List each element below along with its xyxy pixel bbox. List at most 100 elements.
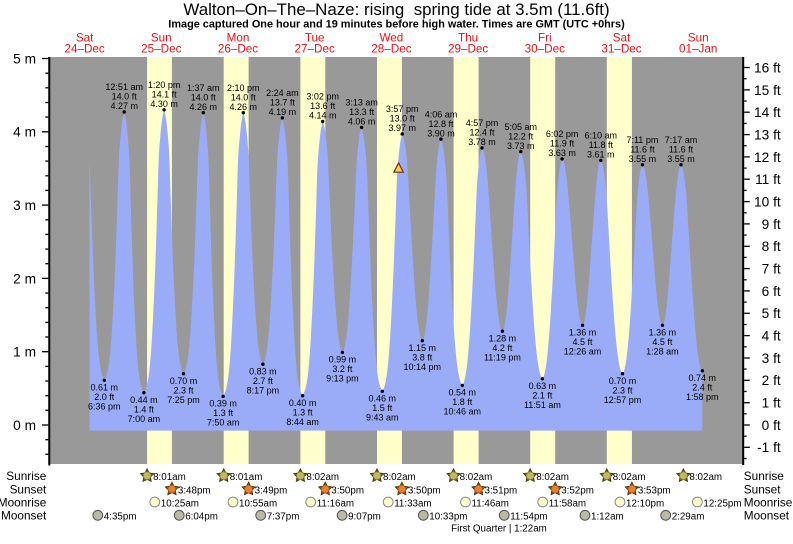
- svg-text:8:02am: 8:02am: [689, 472, 722, 483]
- svg-text:0.44 m: 0.44 m: [130, 395, 158, 405]
- svg-text:9 ft: 9 ft: [762, 217, 781, 232]
- svg-text:8:01am: 8:01am: [230, 472, 263, 483]
- svg-text:5:05 am: 5:05 am: [505, 122, 538, 132]
- svg-text:2 ft: 2 ft: [762, 373, 781, 388]
- svg-text:1:58 pm: 1:58 pm: [686, 392, 719, 402]
- svg-text:4:35pm: 4:35pm: [104, 512, 137, 523]
- svg-text:4.19 m: 4.19 m: [269, 107, 297, 117]
- svg-text:11:58am: 11:58am: [549, 498, 586, 509]
- svg-text:10 ft: 10 ft: [754, 195, 781, 210]
- svg-text:7:50 am: 7:50 am: [207, 418, 240, 428]
- svg-text:0.70 m: 0.70 m: [609, 376, 637, 386]
- svg-text:Thu: Thu: [458, 31, 478, 44]
- svg-text:6 ft: 6 ft: [762, 284, 781, 299]
- svg-text:4.30 m: 4.30 m: [150, 99, 178, 109]
- svg-text:Sun: Sun: [151, 31, 172, 44]
- svg-text:7:11 pm: 7:11 pm: [626, 135, 658, 145]
- svg-text:4 ft: 4 ft: [762, 329, 781, 344]
- svg-text:11 ft: 11 ft: [755, 172, 781, 187]
- svg-text:2:10 pm: 2:10 pm: [227, 83, 260, 93]
- svg-text:11:46am: 11:46am: [472, 498, 509, 509]
- svg-text:Sunset: Sunset: [10, 482, 47, 496]
- svg-text:12:25pm: 12:25pm: [703, 498, 741, 509]
- svg-text:6:02 pm: 6:02 pm: [546, 129, 579, 139]
- svg-text:4.5 ft: 4.5 ft: [572, 337, 593, 347]
- svg-text:1.36 m: 1.36 m: [569, 327, 597, 337]
- svg-text:8 ft: 8 ft: [762, 239, 781, 254]
- svg-text:3.78 m: 3.78 m: [468, 137, 496, 147]
- svg-text:5 ft: 5 ft: [762, 306, 781, 321]
- svg-text:12.2 ft: 12.2 ft: [508, 131, 534, 141]
- svg-text:3 m: 3 m: [13, 198, 36, 213]
- svg-text:0.83 m: 0.83 m: [249, 366, 277, 376]
- svg-text:14.0 ft: 14.0 ft: [112, 92, 138, 102]
- svg-text:1:37 am: 1:37 am: [187, 83, 220, 93]
- svg-text:7:00 am: 7:00 am: [128, 414, 161, 424]
- svg-text:3:49pm: 3:49pm: [255, 485, 288, 496]
- svg-text:Walton–On–The–Naze: rising sp: Walton–On–The–Naze: rising spring tide a…: [183, 0, 609, 19]
- svg-text:3:02 pm: 3:02 pm: [306, 92, 339, 102]
- svg-text:13.6 ft: 13.6 ft: [310, 101, 336, 111]
- svg-text:12:51 am: 12:51 am: [105, 82, 143, 92]
- svg-text:30–Dec: 30–Dec: [525, 43, 565, 56]
- svg-text:3:53pm: 3:53pm: [638, 485, 671, 496]
- svg-text:9:13 pm: 9:13 pm: [326, 374, 359, 384]
- svg-text:8:02am: 8:02am: [613, 472, 646, 483]
- svg-text:First Quarter | 1:22am: First Quarter | 1:22am: [451, 523, 547, 534]
- svg-text:Fri: Fri: [538, 31, 552, 44]
- svg-text:1 ft: 1 ft: [762, 396, 781, 411]
- svg-text:3.55 m: 3.55 m: [629, 154, 657, 164]
- svg-text:3.61 m: 3.61 m: [587, 150, 615, 160]
- svg-text:10:46 am: 10:46 am: [444, 407, 482, 417]
- svg-text:0.74 m: 0.74 m: [689, 373, 717, 383]
- svg-text:28–Dec: 28–Dec: [371, 43, 411, 56]
- svg-text:01–Jan: 01–Jan: [679, 43, 717, 56]
- svg-text:Sunset: Sunset: [744, 482, 781, 496]
- svg-text:3.73 m: 3.73 m: [507, 141, 535, 151]
- svg-text:6:36 pm: 6:36 pm: [88, 401, 121, 411]
- svg-text:Moonrise: Moonrise: [0, 495, 47, 509]
- svg-text:2.0 ft: 2.0 ft: [94, 392, 115, 402]
- svg-text:6:04pm: 6:04pm: [185, 512, 218, 523]
- svg-text:2.3 ft: 2.3 ft: [173, 385, 194, 395]
- svg-text:11.6 ft: 11.6 ft: [669, 145, 694, 155]
- svg-text:3:52pm: 3:52pm: [561, 485, 594, 496]
- svg-text:0.70 m: 0.70 m: [170, 376, 198, 386]
- svg-text:8:02am: 8:02am: [460, 472, 493, 483]
- svg-text:1.36 m: 1.36 m: [649, 327, 677, 337]
- svg-text:2.1 ft: 2.1 ft: [532, 390, 553, 400]
- svg-text:10:33pm: 10:33pm: [429, 512, 467, 523]
- svg-text:3.2 ft: 3.2 ft: [332, 364, 353, 374]
- svg-text:11:51 am: 11:51 am: [524, 400, 561, 410]
- svg-text:13 ft: 13 ft: [754, 128, 781, 143]
- svg-text:2 m: 2 m: [13, 271, 36, 286]
- svg-text:11.6 ft: 11.6 ft: [630, 145, 655, 155]
- svg-text:4:06 am: 4:06 am: [425, 109, 458, 119]
- svg-text:1.3 ft: 1.3 ft: [293, 407, 314, 417]
- svg-text:8:44 am: 8:44 am: [286, 417, 319, 427]
- svg-text:2.3 ft: 2.3 ft: [612, 385, 633, 395]
- svg-text:Image captured One hour and 19: Image captured One hour and 19 minutes b…: [168, 19, 625, 31]
- svg-text:14.1 ft: 14.1 ft: [152, 90, 178, 100]
- svg-text:26–Dec: 26–Dec: [218, 43, 258, 56]
- svg-text:3:50pm: 3:50pm: [331, 485, 364, 496]
- svg-text:3:50pm: 3:50pm: [408, 485, 441, 496]
- svg-text:25–Dec: 25–Dec: [141, 43, 181, 56]
- svg-text:11:19 pm: 11:19 pm: [484, 352, 521, 362]
- svg-text:3.8 ft: 3.8 ft: [412, 352, 433, 362]
- svg-text:12:26 am: 12:26 am: [564, 346, 602, 356]
- svg-text:1:28 am: 1:28 am: [646, 346, 679, 356]
- svg-text:Mon: Mon: [227, 31, 250, 44]
- svg-text:Sunrise: Sunrise: [6, 469, 46, 483]
- svg-text:10:55am: 10:55am: [239, 498, 277, 509]
- svg-text:0.40 m: 0.40 m: [289, 398, 317, 408]
- svg-text:4.2 ft: 4.2 ft: [492, 343, 513, 353]
- svg-text:11:33am: 11:33am: [394, 498, 431, 509]
- svg-text:14 ft: 14 ft: [754, 105, 781, 120]
- svg-text:1.28 m: 1.28 m: [489, 333, 517, 343]
- svg-text:10:25am: 10:25am: [161, 498, 199, 509]
- svg-text:12 ft: 12 ft: [754, 150, 781, 165]
- svg-text:0.54 m: 0.54 m: [449, 388, 477, 398]
- svg-text:4.06 m: 4.06 m: [348, 117, 376, 127]
- svg-text:3:57 pm: 3:57 pm: [386, 104, 419, 114]
